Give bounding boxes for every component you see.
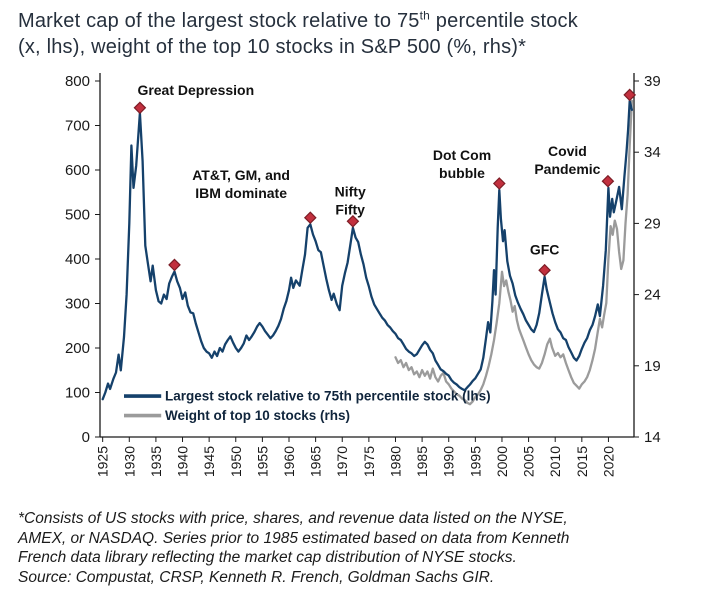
annotation-label: GFC — [530, 241, 560, 257]
peak-marker — [492, 176, 506, 190]
footnote-line: *Consists of US stocks with price, share… — [18, 509, 568, 527]
annotation-label: Great Depression — [137, 82, 254, 98]
x-axis-tick-label: 2005 — [521, 446, 537, 477]
peak-marker — [133, 101, 147, 114]
x-axis-tick-label: 1960 — [281, 446, 297, 477]
title-superscript: th — [419, 8, 431, 23]
peak-marker — [346, 214, 360, 228]
left-axis-tick-label: 200 — [65, 340, 90, 357]
x-axis-tick-label: 1940 — [175, 446, 191, 477]
x-axis-tick-label: 1985 — [414, 446, 430, 477]
x-axis-tick-label: 1980 — [388, 446, 404, 477]
annotation-label: AT&T, GM, and — [192, 167, 290, 183]
right-axis-tick-label: 39 — [644, 73, 661, 90]
right-axis-tick-label: 19 — [644, 358, 661, 375]
peak-marker — [538, 263, 551, 277]
left-axis-tick-label: 700 — [65, 117, 90, 134]
right-axis-tick-label: 24 — [644, 286, 661, 303]
x-axis-tick-label: 1995 — [467, 446, 483, 477]
footnote-line: Source: Compustat, CRSP, Kenneth R. Fren… — [18, 569, 495, 587]
left-axis-tick-label: 400 — [65, 251, 90, 268]
x-axis-tick-label: 2000 — [494, 446, 510, 477]
chart-area: 0 100 200 300 400 500 600 700 800 14 19 24 29 34 39 192… — [20, 63, 710, 509]
chart-title-line2: (x, lhs), weight of the top 10 stocks in… — [18, 36, 527, 59]
legend-label: Largest stock relative to 75th percentil… — [165, 388, 491, 403]
annotation-label: Covid — [548, 143, 587, 159]
x-axis-tick-label: 1935 — [148, 446, 164, 477]
x-axis-tick-label: 1950 — [228, 446, 244, 477]
peak-marker — [303, 211, 317, 224]
annotation-label: Pandemic — [534, 161, 600, 177]
top10-weight-line — [394, 99, 634, 406]
x-axis-tick-label: 1955 — [254, 446, 270, 477]
x-axis-tick-label: 1990 — [441, 446, 457, 477]
footnote: *Consists of US stocks with price, share… — [18, 509, 710, 588]
annotation-label: IBM dominate — [195, 185, 287, 201]
annotation-label: bubble — [439, 165, 485, 181]
x-axis-tick-label: 1975 — [361, 446, 377, 477]
x-axis-tick-label: 1945 — [201, 446, 217, 477]
x-axis-tick-label: 1965 — [308, 446, 324, 477]
left-axis-tick-label: 0 — [82, 429, 90, 446]
chart-title: Market cap of the largest stock relative… — [18, 8, 710, 61]
left-axis-tick-label: 300 — [65, 295, 90, 312]
annotation-label: Fifty — [335, 201, 365, 217]
peak-marker — [601, 174, 615, 188]
right-axis-tick-label: 14 — [644, 429, 661, 446]
footnote-line: AMEX, or NASDAQ. Series prior to 1985 es… — [18, 529, 570, 547]
footnote-line: French data library reflecting the marke… — [18, 549, 517, 567]
left-axis-tick-label: 600 — [65, 162, 90, 179]
chart-panel: Market cap of the largest stock relative… — [18, 8, 710, 588]
x-axis-tick-label: 1970 — [334, 446, 350, 477]
peak-marker — [623, 88, 637, 102]
annotation-label: Dot Com — [433, 147, 491, 163]
x-axis-tick-label: 2015 — [574, 446, 590, 477]
left-axis-tick-label: 500 — [65, 206, 90, 223]
x-axis-tick-label: 1925 — [95, 446, 111, 477]
x-axis-tick-label: 2020 — [600, 446, 616, 477]
annotation-label: Nifty — [335, 183, 366, 199]
chart-canvas: 0 100 200 300 400 500 600 700 800 14 19 24 29 34 39 192… — [65, 72, 661, 477]
legend-label: Weight of top 10 stocks (rhs) — [165, 408, 350, 423]
left-axis-tick-label: 100 — [65, 384, 90, 401]
peak-marker — [168, 258, 181, 272]
right-axis-tick-label: 29 — [644, 215, 661, 232]
right-axis-tick-label: 34 — [644, 144, 661, 161]
x-axis-tick-label: 2010 — [547, 446, 563, 477]
left-axis-tick-label: 800 — [65, 73, 90, 90]
largest-stock-line — [101, 99, 634, 401]
x-axis-tick-label: 1930 — [121, 446, 137, 477]
chart-title-line1: Market cap of the largest stock relative… — [18, 8, 578, 32]
